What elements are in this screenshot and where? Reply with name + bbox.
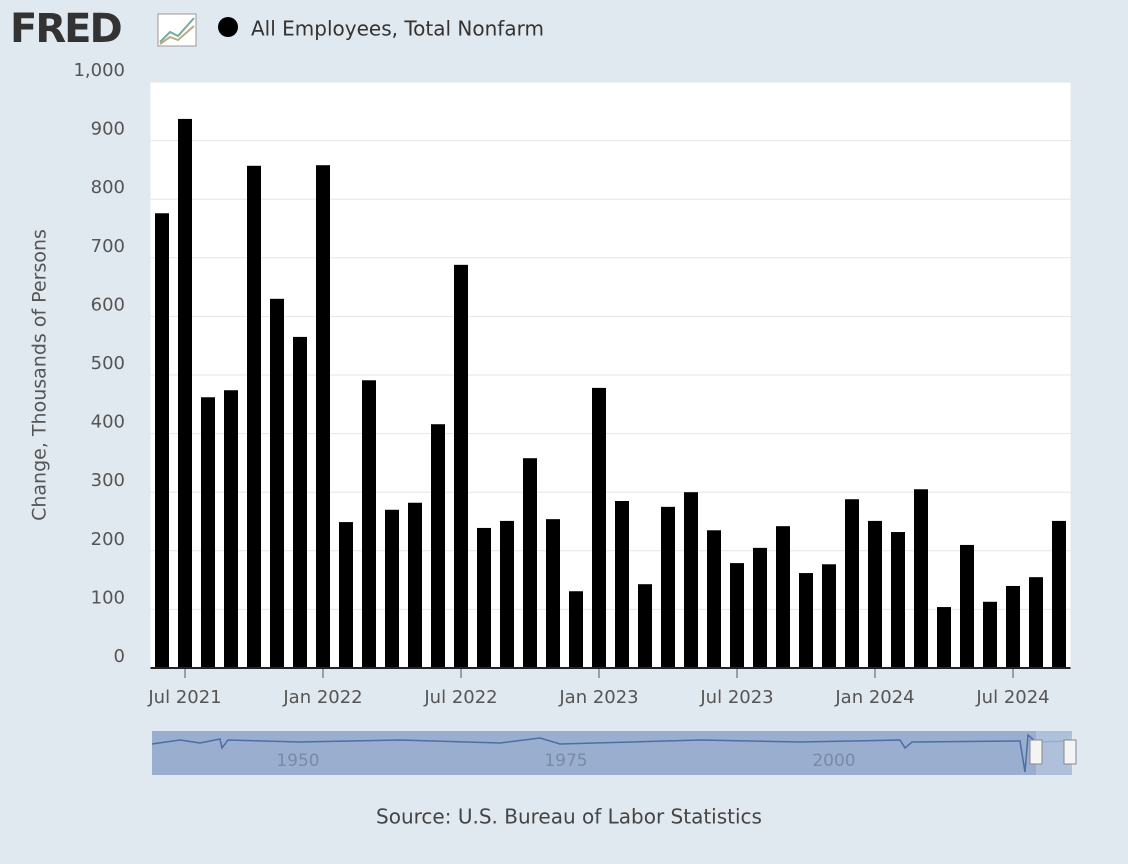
x-tick-label: Jul 2021 [147, 687, 221, 708]
bar [937, 607, 951, 668]
navigator-label: 2000 [812, 751, 855, 771]
y-tick-label: 1,000 [73, 60, 125, 81]
y-tick-label: 0 [114, 646, 125, 667]
bar [362, 380, 376, 668]
bar [592, 387, 606, 668]
x-tick-label: Jul 2024 [975, 687, 1049, 708]
y-tick-label: 700 [91, 236, 125, 257]
bar [707, 530, 721, 668]
bar [891, 532, 905, 668]
bar [960, 544, 974, 668]
navigator-label: 1975 [544, 751, 587, 771]
bar [822, 564, 836, 668]
bar [638, 584, 652, 668]
logo: FRED [10, 6, 121, 52]
bar [684, 492, 698, 668]
bar [868, 520, 882, 668]
bar [914, 489, 928, 668]
bar [615, 500, 629, 668]
bar [155, 213, 169, 668]
navigator [151, 731, 1077, 775]
bar [270, 298, 284, 668]
bar [500, 520, 514, 668]
bar [454, 264, 468, 668]
bar [316, 165, 330, 668]
bar [224, 390, 238, 668]
x-tick-label: Jul 2023 [699, 687, 773, 708]
bar [661, 506, 675, 668]
bar [1052, 520, 1066, 668]
bar [477, 527, 491, 668]
source: Source: U.S. Bureau of Labor Statistics [376, 805, 762, 829]
bar [799, 573, 813, 668]
bar [523, 458, 537, 668]
bar [1029, 577, 1043, 668]
bar [1006, 585, 1020, 668]
bar [546, 519, 560, 668]
bar [569, 591, 583, 668]
bar [385, 509, 399, 668]
legend-marker [218, 17, 238, 37]
bar [983, 601, 997, 668]
y-tick-label: 500 [91, 353, 125, 374]
bar [201, 397, 215, 668]
bar [178, 118, 192, 669]
y-tick-label: 200 [91, 529, 125, 550]
bar [247, 165, 261, 668]
bar [776, 526, 790, 668]
bar [845, 499, 859, 668]
bar [408, 502, 422, 668]
y-tick-label: 100 [91, 587, 125, 608]
bar [753, 547, 767, 668]
bar [339, 522, 353, 668]
x-tick-label: Jul 2022 [423, 687, 497, 708]
y-axis-label: Change, Thousands of Persons [29, 229, 51, 521]
y-tick-label: 900 [91, 119, 125, 140]
x-tick-label: Jan 2024 [834, 687, 914, 708]
x-tick-label: Jan 2022 [282, 687, 362, 708]
chart-title: All Employees, Total Nonfarm [251, 17, 544, 41]
y-tick-label: 400 [91, 412, 125, 433]
bar [730, 563, 744, 668]
y-tick-label: 300 [91, 470, 125, 491]
y-tick-label: 800 [91, 177, 125, 198]
navigator-label: 1950 [276, 751, 319, 771]
logo-icon [157, 13, 197, 47]
bar [431, 424, 445, 668]
x-tick-label: Jan 2023 [558, 687, 638, 708]
y-tick-label: 600 [91, 294, 125, 315]
bar [293, 336, 307, 668]
